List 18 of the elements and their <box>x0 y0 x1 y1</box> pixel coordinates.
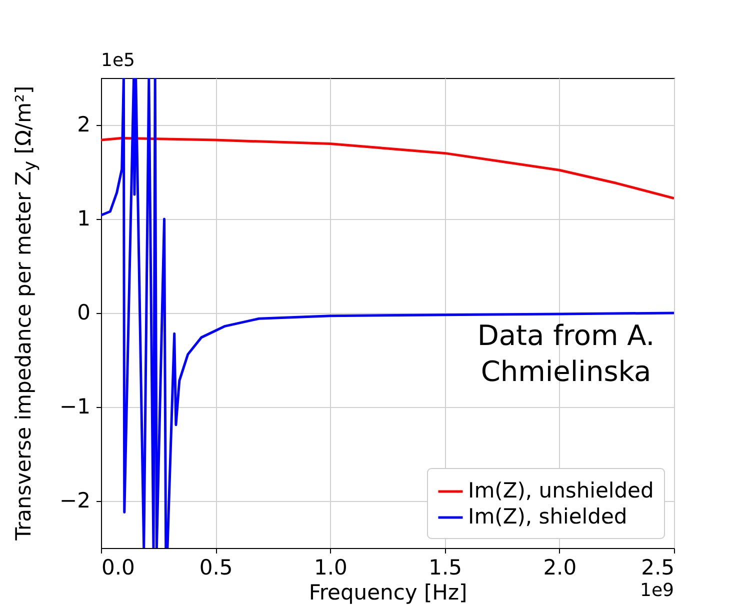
y-tick-label: −1 <box>60 394 90 418</box>
text: 1e5 <box>101 50 135 71</box>
y-tick-label: 0 <box>77 300 90 324</box>
legend-label: Im(Z), unshielded <box>468 478 654 502</box>
x-tick-label: 0.5 <box>199 556 233 580</box>
y-tick-label: 1 <box>77 206 90 230</box>
x-tick-label: 2.0 <box>543 556 577 580</box>
legend-label: Im(Z), shielded <box>468 504 628 528</box>
x-tick-label: 1.0 <box>314 556 348 580</box>
x-tick-label: 1.5 <box>428 556 462 580</box>
x-tick-label: 2.5 <box>641 556 674 580</box>
annotation: Data from A. Chmielinska <box>477 319 655 388</box>
text: 1e9 <box>640 580 674 601</box>
x-tick-label: 0.0 <box>102 556 135 580</box>
y-tick-label: 2 <box>77 112 90 136</box>
line-series <box>101 136 674 200</box>
y-tick-label: −2 <box>60 488 90 512</box>
x-axis-title: Frequency [Hz] <box>308 580 468 604</box>
